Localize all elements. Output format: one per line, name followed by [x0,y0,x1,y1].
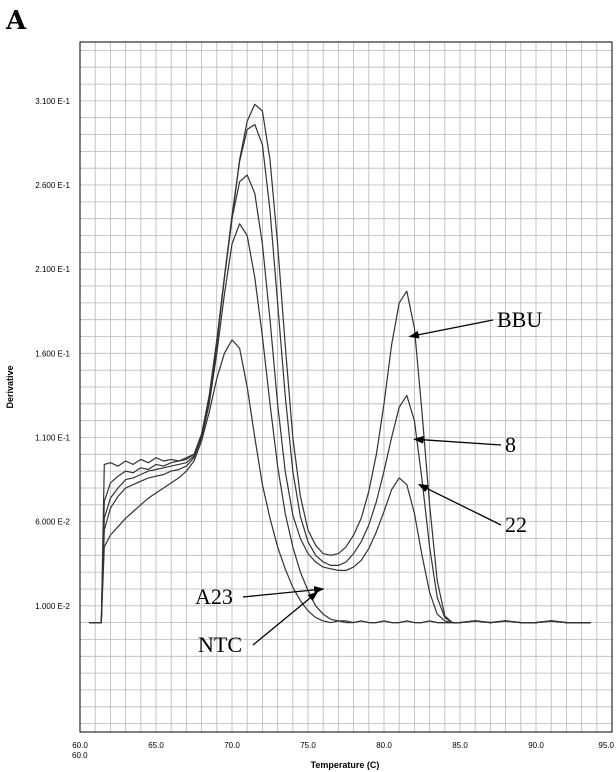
x-tick-label: 70.0 [224,741,240,750]
x-axis-title: Temperature (C) [311,760,380,770]
annotation-label: 8 [505,432,516,457]
x-min-label: 60.0 [72,751,88,760]
y-tick-label: 2.600 E-1 [35,181,70,190]
annotation-label: A23 [195,584,233,609]
x-tick-label: 60.0 [72,741,88,750]
series-group [89,103,591,624]
annotation-label: 22 [505,512,527,537]
annotations: BBU 8 22 A23 NTC [195,307,542,657]
y-tick-label: 3.100 E-1 [35,97,70,106]
annotation-label: NTC [198,632,242,657]
y-tick-label: 1.600 E-1 [35,349,70,358]
y-tick-label: 6.000 E-2 [35,518,70,527]
y-axis-title: Derivative [5,365,15,408]
y-tick-label: 2.100 E-1 [35,265,70,274]
plot-frame [79,41,613,733]
annotation-label: BBU [497,307,542,332]
x-tick-label: 75.0 [300,741,316,750]
y-tick-label: 1.000 E-2 [35,602,70,611]
x-tick-label: 85.0 [452,741,468,750]
y-tick-labels: 1.000 E-2 6.000 E-2 1.100 E-1 1.600 E-1 2.10… [35,97,70,611]
panel-letter: A [6,6,27,36]
x-tick-label: 65.0 [148,741,164,750]
x-tick-labels: 60.0 65.0 70.0 75.0 80.0 85.0 90.0 95.0 [72,741,614,750]
annotation-arrow [242,586,325,598]
annotation-arrow [408,319,494,339]
annotation-arrow [252,591,319,646]
x-tick-label: 95.0 [598,741,614,750]
series-line-5 [89,339,591,624]
grid [80,42,612,732]
annotation-arrow [413,435,502,446]
x-tick-label: 80.0 [376,741,392,750]
y-tick-label: 1.100 E-1 [35,434,70,443]
x-tick-label: 90.0 [528,741,544,750]
annotation-arrow [417,484,502,526]
